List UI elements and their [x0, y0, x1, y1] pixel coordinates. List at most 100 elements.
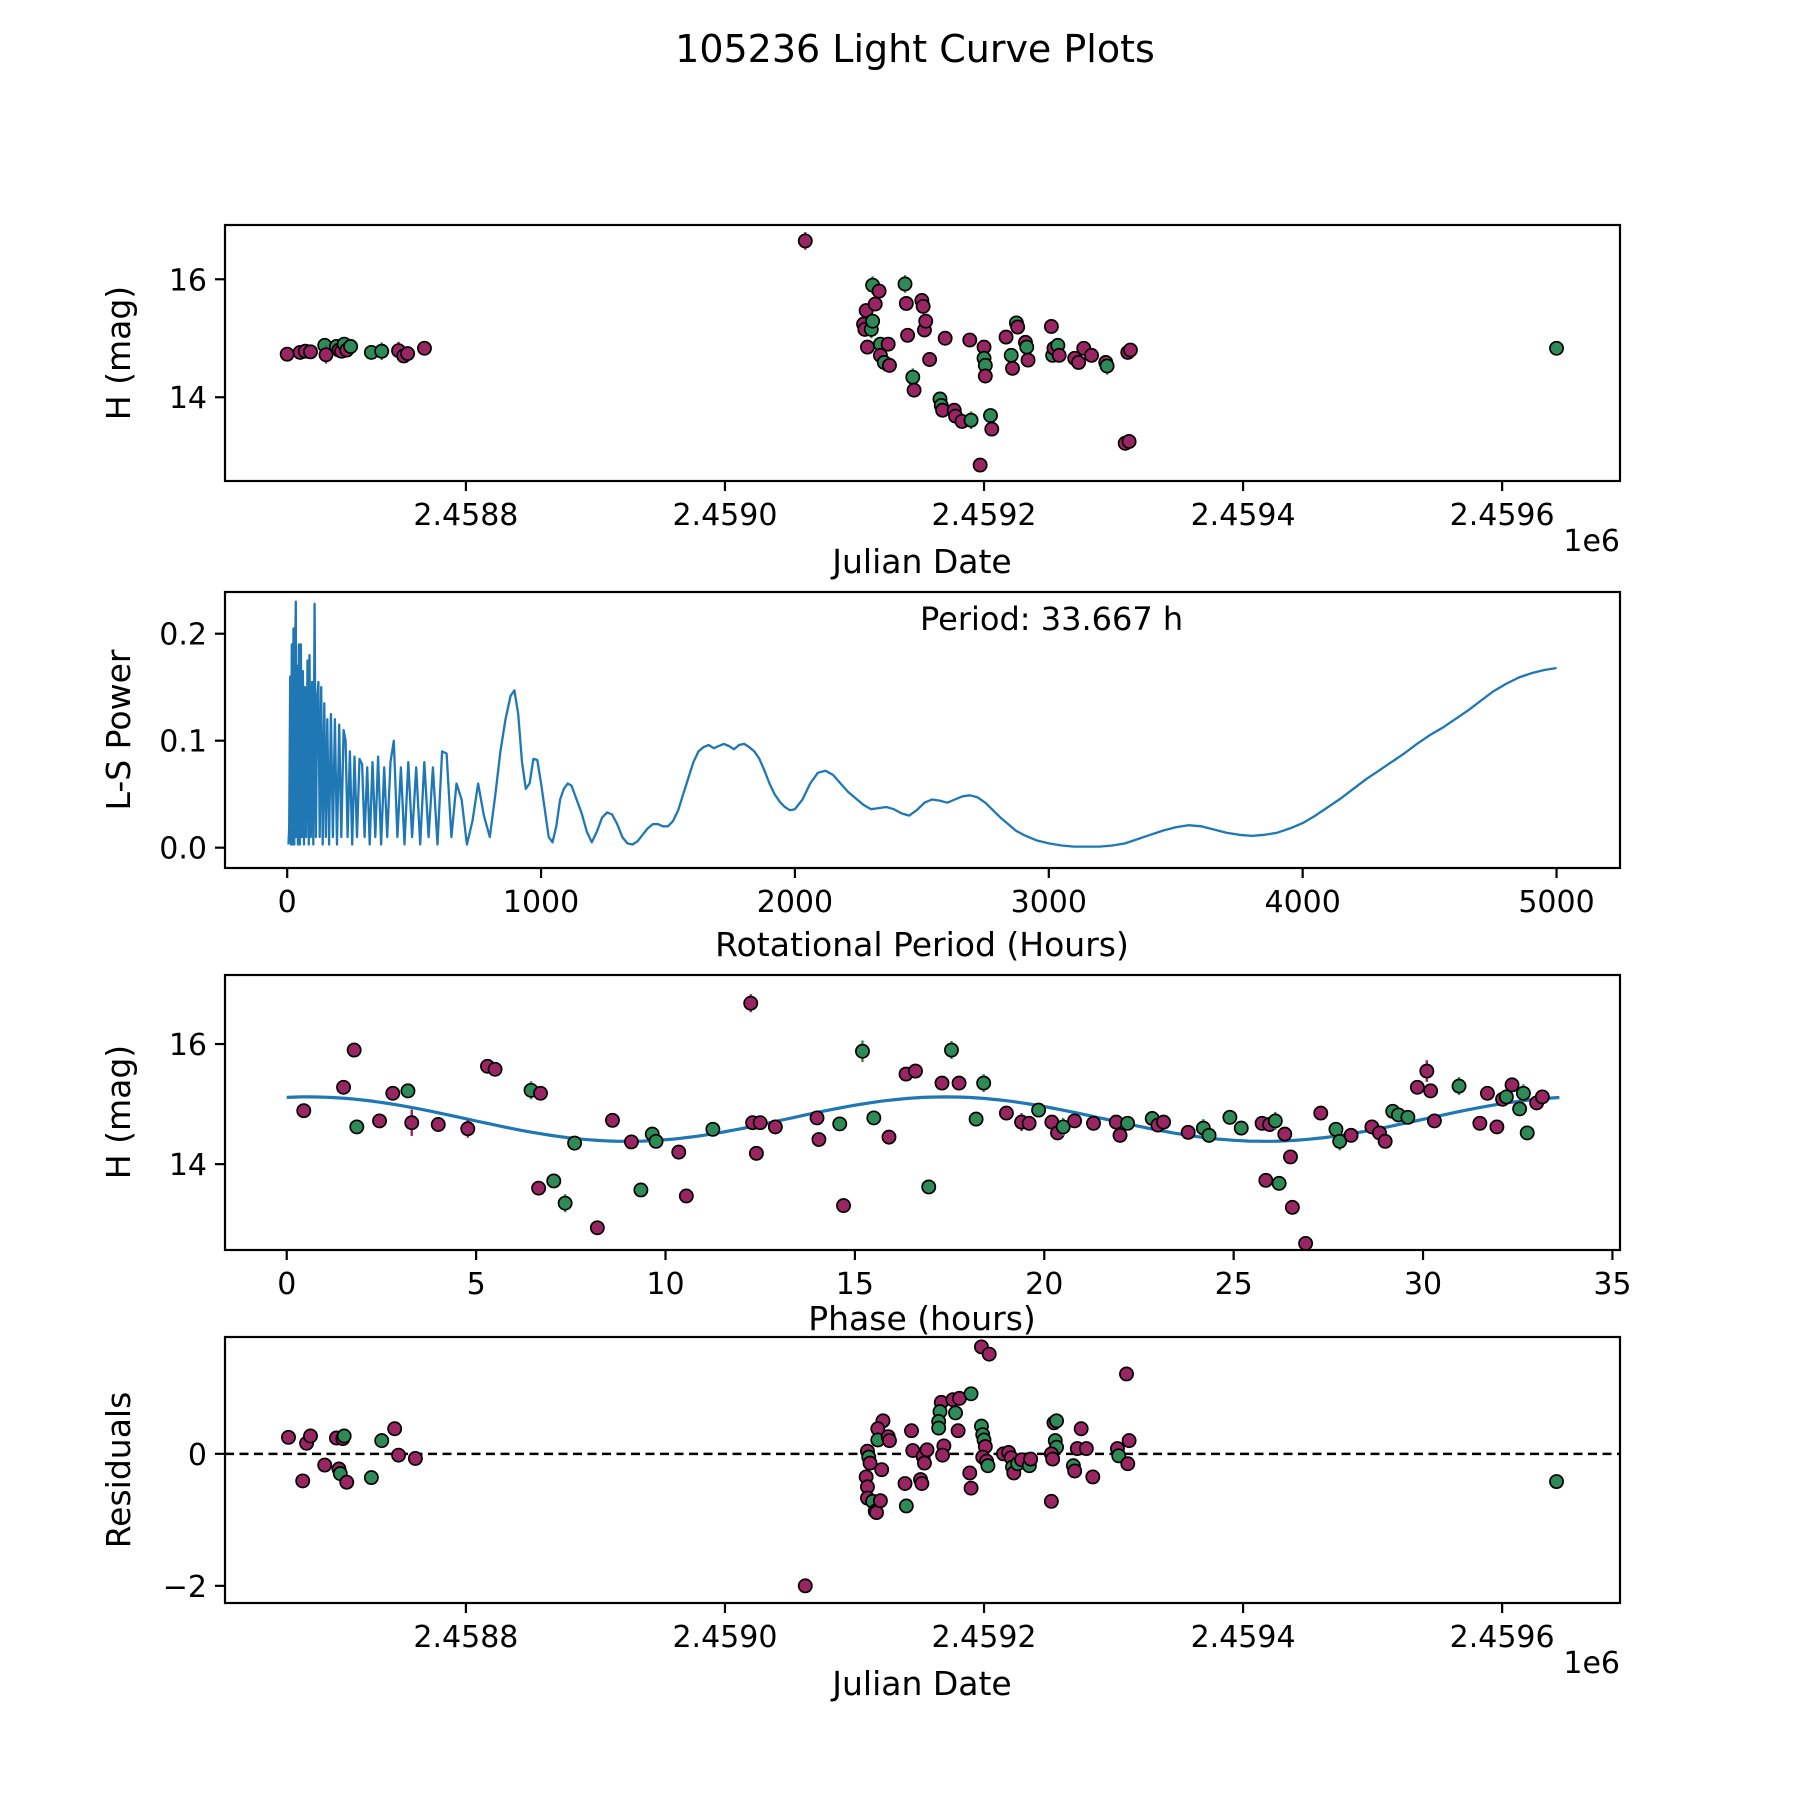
data-point [343, 339, 359, 354]
data-point [916, 1455, 932, 1471]
data-point [1534, 1089, 1550, 1105]
data-point [867, 296, 883, 312]
data-point [1055, 1119, 1071, 1135]
data-point [937, 330, 953, 346]
data-point [1423, 1083, 1439, 1099]
data-point [998, 329, 1014, 345]
data-point [963, 412, 979, 428]
data-point [1284, 1199, 1300, 1215]
data-point [1031, 1102, 1047, 1118]
data-point [1085, 1469, 1101, 1485]
x-tick-label: 2.4590 [672, 1620, 777, 1655]
panel4-ylabel: Residuals [99, 1392, 138, 1549]
data-point [972, 457, 988, 473]
data-point [1023, 1451, 1039, 1467]
x-tick-label: 30 [1404, 1267, 1442, 1302]
data-point [897, 1476, 913, 1491]
data-point [1233, 1120, 1249, 1136]
panel-1: 0 1000 2000 3000 4000 5000 0.0 0.1 0.2 [159, 590, 1622, 920]
data-point [1332, 1133, 1348, 1149]
data-point [862, 1455, 878, 1471]
data-point [1519, 1125, 1535, 1141]
data-point [705, 1121, 721, 1137]
data-point [1043, 1493, 1059, 1509]
data-point [1005, 360, 1020, 376]
x-tick-label: 20 [1025, 1267, 1063, 1302]
data-point [372, 1113, 387, 1129]
x-tick-label: 2.4588 [413, 498, 518, 533]
x-tick-label: 2.4592 [932, 1620, 1037, 1655]
panel1-x-offset: 1e6 [1563, 524, 1620, 559]
data-point [1099, 358, 1115, 374]
data-point [748, 1145, 764, 1161]
data-point [908, 1063, 923, 1079]
data-point [921, 1179, 937, 1195]
data-point [1021, 1115, 1037, 1131]
data-point [336, 1428, 352, 1444]
data-point [934, 1075, 950, 1091]
data-point [1451, 1078, 1467, 1094]
data-point [1019, 339, 1035, 355]
x-tick-label: 10 [646, 1267, 684, 1302]
data-point [1120, 1115, 1136, 1131]
data-point [1267, 1113, 1283, 1129]
data-point [531, 1180, 547, 1196]
data-point [407, 1450, 423, 1466]
y-tick-label: 14 [169, 381, 207, 416]
data-point [1277, 1126, 1293, 1142]
data-point [904, 1423, 919, 1439]
data-point [898, 1498, 914, 1514]
data-point [811, 1132, 827, 1147]
data-point [918, 313, 934, 329]
data-point [914, 1476, 930, 1491]
data-point [1020, 352, 1036, 368]
data-point [281, 1429, 296, 1445]
x-tick-label: 3000 [1011, 885, 1087, 920]
x-tick-label: 15 [836, 1267, 874, 1302]
data-point [295, 1473, 311, 1489]
data-point [1419, 1063, 1435, 1079]
data-point [977, 368, 993, 384]
panel4-x-offset: 1e6 [1563, 1646, 1620, 1681]
x-tick-label: 25 [1215, 1267, 1253, 1302]
data-point [860, 339, 875, 355]
x-tick-label: 0 [278, 885, 297, 920]
data-point [1086, 1115, 1101, 1131]
data-point [1121, 434, 1137, 449]
data-point [900, 327, 916, 343]
data-point [1512, 1101, 1528, 1117]
x-tick-label: 2.4588 [413, 1620, 518, 1655]
data-point [349, 1119, 365, 1135]
data-point [866, 1110, 882, 1126]
data-point [865, 313, 881, 329]
data-point [1010, 319, 1026, 335]
axes-frame [223, 590, 1622, 870]
x-tick-label: 2.4594 [1191, 498, 1296, 533]
x-tick-label: 35 [1593, 1267, 1631, 1302]
data-point [1045, 1451, 1061, 1467]
data-point [648, 1133, 664, 1149]
x-tick-label: 5 [467, 1267, 486, 1302]
x-tick-label: 2.4590 [672, 498, 777, 533]
data-point [417, 340, 432, 356]
data-point [1084, 347, 1099, 363]
data-point [880, 336, 896, 352]
x-tick-label: 2.4592 [932, 498, 1037, 533]
data-point [1067, 1463, 1083, 1479]
data-point [980, 1458, 996, 1474]
data-point [1119, 1366, 1134, 1382]
data-point [935, 1447, 951, 1463]
data-point [874, 1462, 890, 1478]
data-point [998, 1105, 1014, 1121]
data-point [1258, 1172, 1274, 1188]
data-point [872, 1493, 888, 1509]
panel1-xlabel: Julian Date [830, 542, 1012, 581]
data-point [1051, 347, 1067, 363]
data-point [363, 1470, 379, 1486]
data-point [589, 1220, 605, 1236]
panel3-ylabel: H (mag) [99, 1045, 138, 1179]
data-point [1400, 1109, 1416, 1125]
data-point [855, 1043, 870, 1059]
data-point [1504, 1077, 1520, 1093]
data-point [951, 1075, 967, 1091]
